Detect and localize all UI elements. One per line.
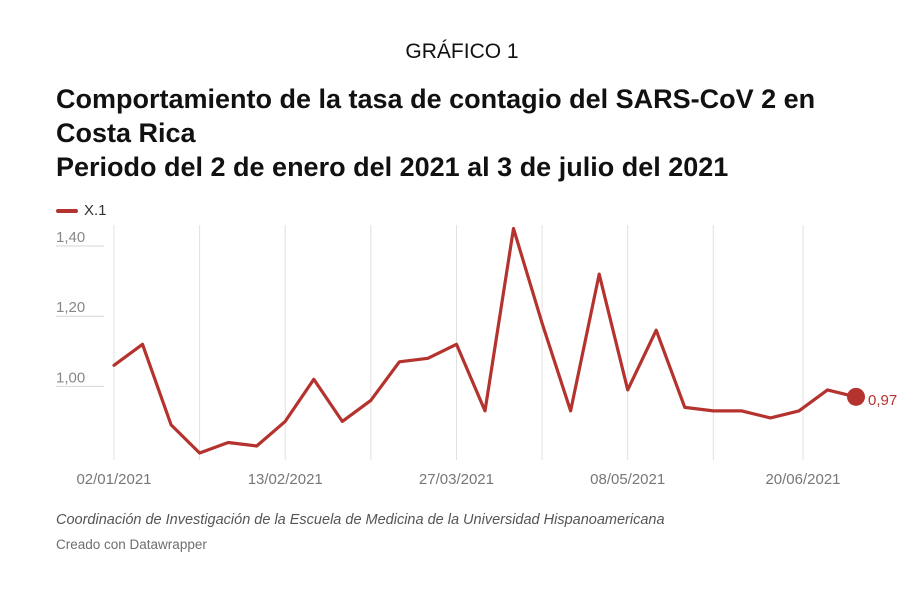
legend-label: X.1 [84,202,107,219]
chart-notes: Coordinación de Investigación de la Escu… [56,512,665,528]
legend-swatch [56,208,78,213]
chart-title-line-1: Comportamiento de la tasa de contagio de… [56,84,816,114]
chart-title-line-2: Costa Rica [56,118,196,148]
y-tick-label: 1,40 [56,229,85,246]
x-tick-label: 20/06/2021 [765,471,840,488]
x-tick-label: 13/02/2021 [248,471,323,488]
chart-kicker: GRÁFICO 1 [405,40,519,63]
legend: X.1 [56,202,107,219]
y-tick-label: 1,20 [56,299,85,316]
y-tick-label: 1,00 [56,369,85,386]
end-point-label: 0,97 [868,392,897,409]
chart-title-line-3: Periodo del 2 de enero del 2021 al 3 de … [56,152,729,182]
x-tick-label: 08/05/2021 [590,471,665,488]
x-tick-label: 02/01/2021 [76,471,151,488]
end-point [847,387,865,406]
x-tick-label: 27/03/2021 [419,471,494,488]
series-line [112,226,858,455]
chart-byline: Creado con Datawrapper [56,537,207,552]
chart-title: Comportamiento de la tasa de contagio de… [56,82,896,184]
